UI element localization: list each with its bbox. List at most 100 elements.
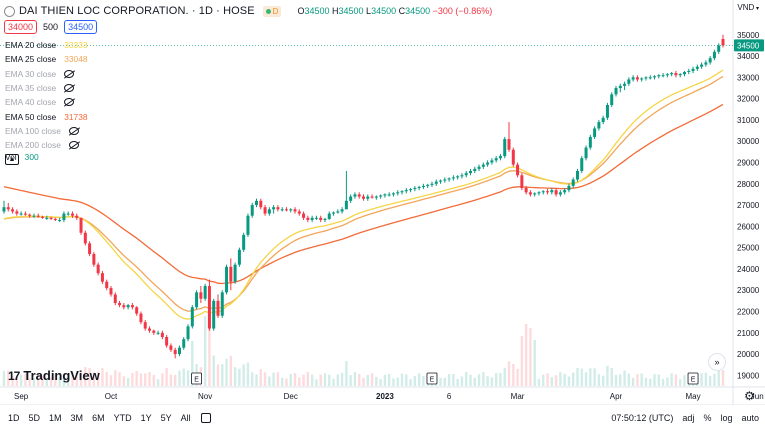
volume-bar — [238, 368, 241, 386]
timeframe-1d[interactable]: 1D — [8, 412, 20, 423]
hidden-eye-icon[interactable] — [68, 126, 79, 135]
symbol-title[interactable]: DAI THIEN LOC CORPORATION. · 1D · HOSE — [19, 5, 255, 17]
legend-row-ema-100-close[interactable]: EMA 100 close — [5, 124, 88, 138]
price-tick-label: 30000 — [737, 137, 760, 146]
sell-button[interactable]: 34000 — [4, 20, 38, 34]
candle — [96, 262, 100, 276]
candle — [357, 192, 361, 199]
volume-bar — [589, 368, 592, 386]
time-tick-label: 2023 — [376, 392, 394, 401]
candle-body — [336, 211, 340, 213]
timeframe-1m[interactable]: 1M — [49, 412, 62, 423]
candle-body — [349, 196, 353, 201]
chart-settings-icon[interactable]: ⚙ — [744, 389, 755, 403]
candle-body — [618, 85, 622, 88]
volume-bar — [670, 373, 673, 386]
scroll-to-realtime-button[interactable]: » — [708, 353, 726, 371]
legend-row-ema-20-close[interactable]: EMA 20 close 33333 — [5, 38, 88, 52]
timeframe-1y[interactable]: 1Y — [140, 412, 152, 423]
close-label: C — [398, 6, 406, 16]
legend-row-ema-30-close[interactable]: EMA 30 close — [5, 67, 88, 81]
candle — [396, 190, 400, 196]
legend-row-ema-25-close[interactable]: EMA 25 close 33048 — [5, 52, 88, 66]
legend-row-ema-35-close[interactable]: EMA 35 close — [5, 81, 88, 95]
candle — [546, 189, 550, 195]
timeframe-3m[interactable]: 3M — [70, 412, 84, 423]
volume-bar — [7, 370, 10, 386]
timeframe-5d[interactable]: 5D — [28, 412, 41, 423]
volume-bar — [572, 372, 575, 386]
candle-body — [199, 292, 203, 299]
change-value: −300 (−0.86%) — [432, 6, 493, 16]
clock-readout[interactable]: 07:50:12 (UTC) — [611, 412, 674, 423]
price-chart[interactable]: 19000 20000 21000 22000 23000 24000 25000 26000… — [0, 0, 765, 405]
auto-toggle[interactable]: auto — [741, 412, 759, 423]
volume-legend[interactable]: Vol 300 — [5, 152, 39, 162]
volume-bar — [221, 364, 224, 386]
hidden-eye-icon[interactable] — [68, 141, 79, 150]
candle — [327, 211, 331, 220]
timeframe-6m[interactable]: 6M — [92, 412, 105, 423]
candle — [657, 74, 661, 79]
candle-body — [23, 213, 27, 215]
volume-bar — [126, 378, 130, 386]
buy-button[interactable]: 34500 — [64, 20, 98, 34]
hidden-eye-icon[interactable] — [64, 69, 75, 78]
candle — [36, 213, 40, 218]
date-range-calendar-icon[interactable] — [200, 412, 211, 423]
candle-body — [712, 51, 716, 59]
volume-bar — [105, 372, 108, 386]
candle-body — [460, 175, 464, 177]
candle — [362, 194, 365, 201]
market-status-badge[interactable]: D — [262, 5, 282, 17]
candle-body — [524, 188, 528, 193]
candle — [665, 73, 669, 78]
timeframe-ytd[interactable]: YTD — [113, 412, 132, 423]
legend-row-ema-50-close[interactable]: EMA 50 close 31738 — [5, 109, 88, 123]
legend-row-ema-200-close[interactable]: EMA 200 close — [5, 138, 88, 152]
candle-body — [409, 189, 413, 191]
collapse-legend-icon[interactable]: ▲ — [5, 154, 19, 166]
adj-toggle[interactable]: adj — [682, 412, 695, 423]
candle — [165, 334, 169, 348]
trade-panel: 34000 500 34500 — [4, 20, 98, 34]
percent-toggle[interactable]: % — [703, 412, 712, 423]
candle-body — [670, 73, 674, 75]
candle — [618, 83, 622, 93]
candle — [255, 198, 259, 208]
volume-bar — [597, 374, 601, 386]
candle-body — [293, 209, 297, 212]
volume-bar — [328, 374, 331, 386]
tradingview-logo[interactable]: 17 TradingView — [8, 368, 100, 383]
candle-body — [623, 83, 627, 86]
volume-bar — [439, 377, 442, 386]
candle — [216, 294, 220, 318]
candle — [640, 77, 644, 82]
candle-body — [635, 77, 639, 80]
candle-body — [413, 188, 417, 190]
hidden-eye-icon[interactable] — [64, 84, 75, 93]
price-tick-label: 25000 — [737, 244, 760, 253]
hidden-eye-icon[interactable] — [64, 98, 75, 107]
volume-bar — [302, 374, 305, 386]
legend-row-ema-40-close[interactable]: EMA 40 close — [5, 95, 88, 109]
volume-bar — [19, 374, 23, 386]
timeframe-all[interactable]: All — [180, 412, 191, 423]
candle — [366, 194, 370, 201]
volume-bar — [268, 376, 271, 386]
open-label: O — [297, 6, 305, 16]
volume-bar — [417, 373, 421, 386]
candle-body — [362, 196, 365, 199]
volume-bar — [550, 377, 554, 386]
volume-bar — [460, 376, 464, 386]
candle — [704, 60, 708, 67]
timeframe-5y[interactable]: 5Y — [160, 412, 172, 423]
volume-bar — [721, 369, 725, 386]
currency-selector[interactable]: VND — [737, 3, 759, 12]
volume-bar — [443, 377, 447, 386]
volume-bar — [653, 374, 656, 386]
candle-body — [439, 180, 443, 182]
log-toggle[interactable]: log — [720, 412, 733, 423]
candle-body — [503, 139, 507, 157]
symbol-logo-icon — [4, 5, 15, 17]
